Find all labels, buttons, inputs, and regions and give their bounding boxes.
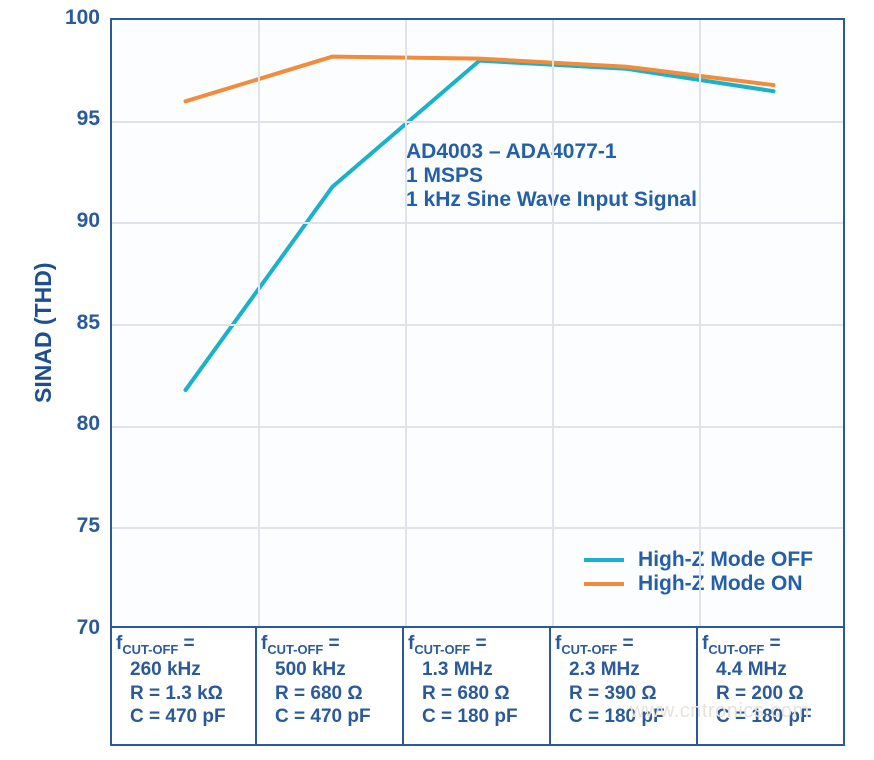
cat-r-value: R = 680 Ω [261,682,398,706]
gridline-h [112,121,843,123]
plot-area: AD4003 – ADA4077-11 MSPS1 kHz Sine Wave … [110,18,845,628]
legend-label: High-Z Mode OFF [638,548,813,571]
cat-f-value: 260 kHz [116,658,251,682]
gridline-h [112,527,843,529]
gridline-v [258,20,260,626]
gridline-h [112,426,843,428]
cat-c-value: C = 180 pF [408,705,545,729]
y-tick-label: 70 [40,616,100,640]
y-tick-label: 100 [40,6,100,30]
cat-f-label: fCUT-OFF = [702,632,839,658]
legend-swatch [584,582,624,586]
y-tick-label: 95 [40,107,100,131]
y-tick-label: 90 [40,209,100,233]
y-tick-label: 75 [40,514,100,538]
gridline-v [405,20,407,626]
legend-label: High-Z Mode ON [638,572,802,595]
x-axis-categories: fCUT-OFF =260 kHzR = 1.3 kΩC = 470 pFfCU… [110,628,845,746]
cat-f-label: fCUT-OFF = [261,632,398,658]
x-category-box: fCUT-OFF =500 kHzR = 680 ΩC = 470 pF [257,628,404,746]
cat-f-value: 500 kHz [261,658,398,682]
cat-c-value: C = 180 pF [555,705,692,729]
cat-f-value: 4.4 MHz [702,658,839,682]
cat-f-label: fCUT-OFF = [555,632,692,658]
cat-f-label: fCUT-OFF = [116,632,251,658]
gridline-v [699,20,701,626]
gridline-v [552,20,554,626]
cat-f-value: 2.3 MHz [555,658,692,682]
gridline-h [112,222,843,224]
x-category-box: fCUT-OFF =4.4 MHzR = 200 ΩC = 180 pF [698,628,845,746]
cat-c-value: C = 470 pF [116,705,251,729]
y-tick-label: 85 [40,311,100,335]
x-category-box: fCUT-OFF =260 kHzR = 1.3 kΩC = 470 pF [110,628,257,746]
x-category-box: fCUT-OFF =1.3 MHzR = 680 ΩC = 180 pF [404,628,551,746]
x-category-box: fCUT-OFF =2.3 MHzR = 390 ΩC = 180 pF [551,628,698,746]
cat-f-label: fCUT-OFF = [408,632,545,658]
series-line [186,61,774,390]
cat-r-value: R = 680 Ω [408,682,545,706]
cat-c-value: C = 470 pF [261,705,398,729]
legend-swatch [584,558,624,562]
cat-c-value: C = 180 pF [702,705,839,729]
cat-r-value: R = 390 Ω [555,682,692,706]
gridline-h [112,324,843,326]
cat-r-value: R = 1.3 kΩ [116,682,251,706]
cat-f-value: 1.3 MHz [408,658,545,682]
y-tick-label: 80 [40,412,100,436]
cat-r-value: R = 200 Ω [702,682,839,706]
